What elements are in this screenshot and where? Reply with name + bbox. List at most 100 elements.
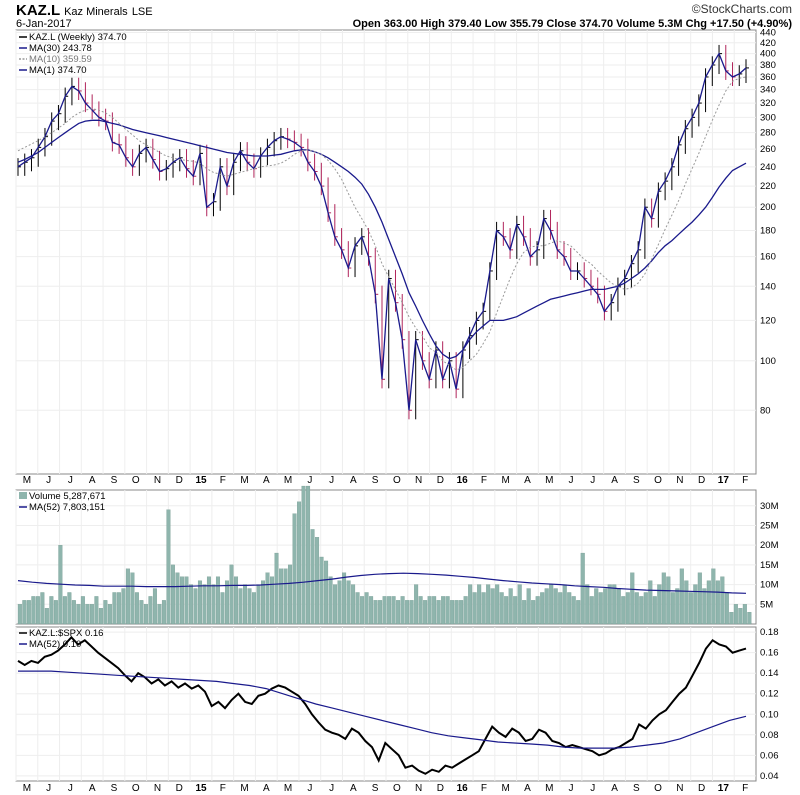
ratio-y-tick: 0.06	[760, 750, 779, 761]
volume-bar	[522, 600, 527, 625]
volume-bar	[567, 592, 572, 625]
brand-label: ©StockCharts.com	[691, 2, 792, 16]
volume-bar	[432, 596, 437, 625]
volume-bar	[279, 568, 284, 625]
x-tick-label: S	[633, 783, 640, 794]
volume-bar	[351, 584, 356, 625]
volume-bar	[679, 568, 684, 625]
volume-bar	[224, 580, 229, 625]
x-tick-label: F	[220, 783, 226, 794]
volume-bar	[342, 572, 347, 625]
price-y-tick: 280	[760, 128, 776, 139]
x-tick-label: J	[569, 475, 574, 486]
volume-bar	[526, 588, 531, 625]
price-y-tick: 260	[760, 144, 776, 155]
volume-bar	[720, 576, 725, 625]
volume-bar	[396, 600, 401, 625]
volume-bar	[706, 580, 711, 625]
x-tick-label: A	[611, 783, 618, 794]
x-tick-label: S	[633, 475, 640, 486]
x-tick-label: O	[654, 475, 662, 486]
volume-bar	[49, 596, 54, 625]
volume-bar	[535, 596, 540, 625]
ohlc-summary: Open 363.00 High 379.40 Low 355.79 Close…	[352, 18, 792, 30]
volume-bar	[598, 592, 603, 625]
volume-bar	[531, 600, 536, 625]
volume-bar	[229, 564, 234, 625]
volume-bar	[544, 588, 549, 625]
volume-bar	[621, 596, 626, 625]
volume-bar	[540, 592, 545, 625]
volume-bar	[630, 572, 635, 625]
x-tick-label: S	[111, 783, 118, 794]
volume-bar	[157, 604, 162, 625]
volume-bar	[387, 596, 392, 625]
volume-y-tick: 10M	[760, 580, 779, 591]
volume-bar	[22, 600, 27, 625]
volume-bar	[261, 580, 266, 625]
volume-bar	[459, 600, 464, 625]
volume-bar	[283, 568, 288, 625]
volume-bar	[233, 576, 239, 625]
ratio-y-tick: 0.08	[760, 730, 779, 741]
legend-label: MA(10) 359.59	[29, 54, 92, 65]
volume-bar	[468, 584, 473, 625]
x-tick-label: F	[742, 475, 748, 486]
volume-bar	[477, 584, 482, 625]
volume-bar	[450, 600, 455, 625]
ratio-y-tick: 0.10	[760, 709, 779, 720]
volume-bar	[337, 580, 342, 625]
volume-bar	[427, 596, 432, 625]
ticker: KAZ.L	[16, 2, 60, 19]
volume-bar	[143, 604, 148, 625]
volume-bar	[576, 600, 581, 625]
price-y-tick: 200	[760, 202, 776, 213]
price-y-tick: 220	[760, 181, 776, 192]
price-y-tick: 100	[760, 356, 776, 367]
volume-bar	[634, 592, 639, 625]
x-tick-label: M	[545, 783, 553, 794]
x-tick-label: A	[89, 475, 96, 486]
x-tick-label: N	[415, 783, 422, 794]
x-tick-label: A	[350, 783, 357, 794]
volume-bar	[252, 592, 257, 625]
volume-bar	[319, 556, 324, 625]
volume-bar	[324, 560, 329, 625]
x-tick-label: M	[240, 475, 248, 486]
price-y-tick: 160	[760, 252, 776, 263]
volume-bar	[44, 608, 49, 625]
price-y-tick: 340	[760, 85, 776, 96]
legend-swatch	[19, 492, 27, 499]
ratio-series-line	[17, 635, 747, 775]
volume-bar	[495, 584, 500, 625]
price-y-tick: 80	[760, 405, 771, 416]
volume-bar	[67, 592, 72, 625]
legend-label: KAZ.L (Weekly) 374.70	[29, 32, 127, 43]
volume-bar	[688, 592, 693, 625]
price-series-line	[17, 119, 747, 360]
volume-bar	[684, 580, 689, 625]
volume-bar	[589, 596, 594, 625]
volume-bar	[675, 588, 680, 625]
volume-bar	[481, 592, 486, 625]
x-tick-label: 17	[718, 475, 730, 486]
x-tick-label: J	[307, 783, 312, 794]
x-tick-label: J	[68, 783, 73, 794]
x-tick-label: J	[46, 475, 51, 486]
x-tick-label: J	[329, 475, 334, 486]
volume-bar	[724, 592, 729, 625]
ratio-y-tick: 0.12	[760, 689, 779, 700]
x-tick-label: M	[23, 475, 31, 486]
price-y-tick: 180	[760, 226, 776, 237]
volume-bar	[103, 600, 108, 625]
volume-bar	[121, 588, 126, 625]
volume-bar	[670, 592, 675, 625]
volume-bar	[499, 592, 504, 625]
volume-y-tick: 20M	[760, 540, 779, 551]
volume-bar	[134, 592, 139, 625]
x-tick-label: 16	[457, 475, 469, 486]
volume-bar	[414, 584, 419, 625]
volume-bar	[31, 596, 36, 625]
